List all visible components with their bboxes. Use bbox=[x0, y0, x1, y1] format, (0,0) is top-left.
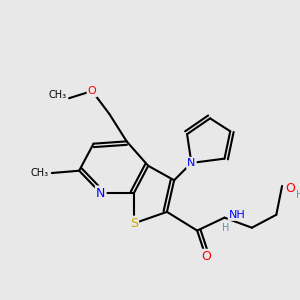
Text: H: H bbox=[296, 190, 300, 200]
Text: O: O bbox=[201, 250, 211, 263]
Text: H: H bbox=[222, 223, 230, 233]
Text: CH₃: CH₃ bbox=[31, 168, 49, 178]
Text: CH₃: CH₃ bbox=[48, 90, 66, 100]
Text: NH: NH bbox=[229, 210, 246, 220]
Text: N: N bbox=[187, 158, 196, 168]
Text: O: O bbox=[88, 86, 97, 96]
Text: O: O bbox=[285, 182, 295, 195]
Text: S: S bbox=[130, 217, 138, 230]
Text: N: N bbox=[96, 187, 105, 200]
